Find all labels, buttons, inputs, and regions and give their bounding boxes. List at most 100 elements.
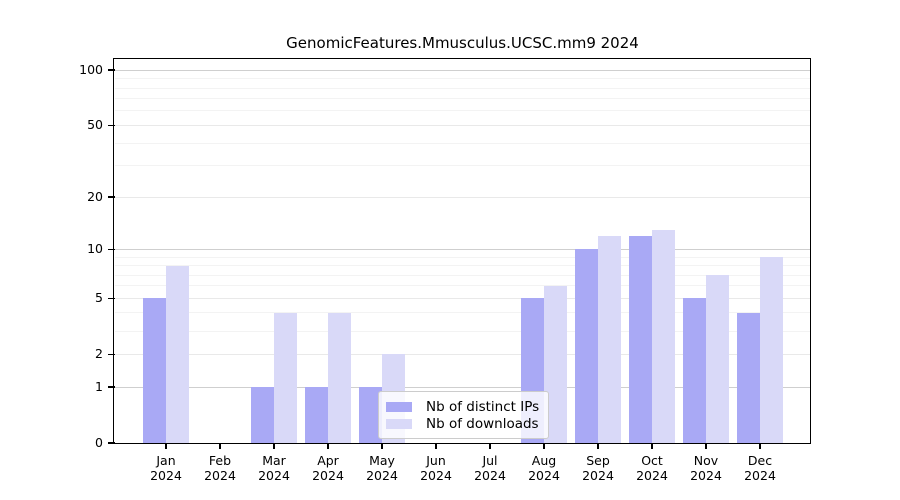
gridline-major-1 — [115, 386, 810, 388]
bar-distinct-ips-sep — [575, 249, 598, 443]
gridline-minor-30 — [115, 165, 810, 167]
x-tickmark-dec — [759, 443, 761, 449]
x-tick-year: 2024 — [528, 468, 560, 483]
gridline-minor-40 — [115, 142, 810, 144]
x-tick-label-may: May 2024 — [350, 453, 414, 483]
x-tick-label-sep: Sep 2024 — [566, 453, 630, 483]
x-tickmark-aug — [543, 443, 545, 449]
legend-label-distinct-ips: Nb of distinct IPs — [426, 398, 540, 415]
y-tick-label-50: 50 — [87, 117, 103, 133]
x-tickmark-mar — [273, 443, 275, 449]
y-tickmark-0 — [108, 442, 115, 444]
x-tickmark-jul — [489, 443, 491, 449]
y-tickmark-20 — [108, 196, 115, 198]
bar-distinct-ips-may — [359, 387, 382, 443]
x-tick-year: 2024 — [150, 468, 182, 483]
bar-downloads-apr — [328, 313, 351, 443]
legend-item-distinct-ips: Nb of distinct IPs — [386, 398, 539, 415]
y-tick-label-100: 100 — [79, 62, 103, 78]
gridline-minor-9 — [115, 256, 810, 258]
x-tick-label-jun: Jun 2024 — [404, 453, 468, 483]
plot-area — [115, 60, 810, 443]
y-tickmark-5 — [108, 297, 115, 299]
x-tick-year: 2024 — [312, 468, 344, 483]
x-tick-label-mar: Mar 2024 — [242, 453, 306, 483]
bar-distinct-ips-oct — [629, 235, 652, 443]
bar-downloads-oct — [652, 229, 675, 443]
bar-downloads-aug — [544, 285, 567, 443]
y-tickmark-10 — [108, 248, 115, 251]
x-tickmark-feb — [219, 443, 221, 449]
legend-swatch-distinct-ips — [386, 401, 412, 412]
gridline-minor-3 — [115, 330, 810, 332]
x-tick-label-apr: Apr 2024 — [296, 453, 360, 483]
x-tick-month: Dec — [747, 453, 773, 468]
x-tick-label-jul: Jul 2024 — [458, 453, 522, 483]
x-tick-label-jan: Jan 2024 — [134, 453, 198, 483]
y-tick-label-1: 1 — [95, 379, 103, 394]
x-tickmark-jun — [435, 443, 437, 449]
x-tickmark-apr — [327, 443, 329, 449]
x-tickmark-oct — [651, 443, 653, 449]
y-tickmark-2 — [108, 353, 115, 355]
x-tick-year: 2024 — [690, 468, 722, 483]
y-tick-label-20: 20 — [87, 189, 103, 205]
gridline-minor-6 — [115, 285, 810, 287]
x-tick-year: 2024 — [636, 468, 668, 483]
y-tick-label-5: 5 — [95, 290, 103, 306]
x-tick-month: Nov — [693, 453, 719, 468]
bar-distinct-ips-apr — [305, 387, 328, 443]
legend-swatch-downloads — [386, 418, 412, 429]
y-tick-label-10: 10 — [87, 241, 103, 257]
x-tick-year: 2024 — [366, 468, 398, 483]
x-tick-year: 2024 — [474, 468, 506, 483]
x-tickmark-nov — [705, 443, 707, 449]
y-tickmark-1 — [108, 386, 115, 388]
x-tick-label-oct: Oct 2024 — [620, 453, 684, 483]
x-tick-month: May — [369, 453, 395, 468]
y-tickmark-100 — [108, 69, 115, 71]
gridline-minor-80 — [115, 87, 810, 89]
bar-distinct-ips-nov — [683, 298, 706, 443]
x-tickmark-may — [381, 443, 383, 449]
x-tick-label-aug: Aug 2024 — [512, 453, 576, 483]
bar-downloads-mar — [274, 313, 297, 443]
gridline-minor-60 — [115, 110, 810, 112]
x-tick-label-nov: Nov 2024 — [674, 453, 738, 483]
y-tick-label-0: 0 — [95, 435, 103, 450]
x-tickmark-sep — [597, 443, 599, 449]
x-tick-month: Jul — [482, 453, 498, 468]
x-tick-month: Oct — [641, 453, 663, 468]
y-tickmark-50 — [108, 124, 115, 127]
gridline-minor-4 — [115, 312, 810, 314]
x-tick-month: Feb — [208, 453, 232, 468]
gridline-minor-7 — [115, 274, 810, 276]
bar-downloads-dec — [760, 257, 783, 443]
x-tick-month: Jan — [156, 453, 176, 468]
legend-label-downloads: Nb of downloads — [426, 415, 539, 432]
x-tickmark-jan — [165, 443, 167, 449]
bar-distinct-ips-dec — [737, 313, 760, 443]
x-tick-label-feb: Feb 2024 — [188, 453, 252, 483]
chart-title: GenomicFeatures.Mmusculus.UCSC.mm9 2024 — [286, 34, 639, 52]
x-tick-month: Aug — [531, 453, 557, 468]
x-tick-month: Sep — [586, 453, 610, 468]
y-tick-label-2: 2 — [95, 346, 103, 362]
gridline-minor-90 — [115, 78, 810, 80]
legend: Nb of distinct IPs Nb of downloads — [378, 391, 550, 439]
x-tick-month: Jun — [426, 453, 446, 468]
gridline-2 — [115, 353, 810, 355]
gridline-major-100 — [115, 69, 810, 71]
gridline-minor-8 — [115, 265, 810, 266]
gridline-5 — [115, 297, 810, 299]
x-tick-month: Mar — [262, 453, 286, 468]
bar-downloads-sep — [598, 235, 621, 443]
gridline-major-10 — [115, 248, 810, 250]
x-tick-year: 2024 — [420, 468, 452, 483]
bar-downloads-jan — [166, 265, 189, 443]
x-tick-label-dec: Dec 2024 — [728, 453, 792, 483]
legend-item-downloads: Nb of downloads — [386, 415, 539, 432]
x-tick-year: 2024 — [204, 468, 236, 483]
gridline-50 — [115, 124, 810, 126]
